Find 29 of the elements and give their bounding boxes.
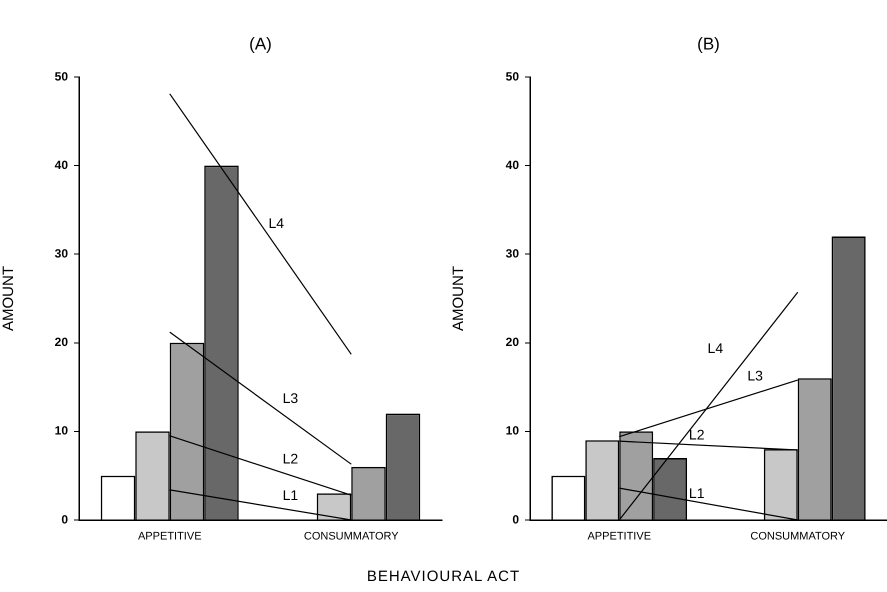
series-label: L3 [282, 390, 298, 406]
chart-title: (A) [249, 34, 272, 54]
series-label: L1 [688, 484, 705, 501]
x-tick-label: CONSUMMATORY [304, 530, 400, 543]
series-label: L4 [268, 214, 284, 231]
series-label: L1 [282, 486, 298, 503]
y-tick-label: 50 [506, 69, 520, 84]
y-tick-label: 30 [506, 246, 520, 261]
y-tick-label: 10 [506, 424, 520, 438]
x-axis-title: BEHAVIOURAL ACT [366, 568, 522, 585]
y-tick-label: 10 [54, 424, 68, 438]
series-label: L3 [747, 367, 764, 384]
series-label: L4 [708, 340, 724, 356]
y-tick-label: 40 [506, 158, 520, 172]
y-axis-title: AMOUNT [450, 266, 468, 331]
y-tick-label: 0 [512, 512, 520, 526]
y-tick-label: 20 [54, 335, 68, 350]
y-tick-label: 30 [54, 246, 68, 261]
y-tick-label: 0 [61, 512, 68, 526]
series-label: L2 [282, 450, 298, 466]
y-tick-label: 20 [506, 335, 520, 350]
x-tick-label: CONSUMMATORY [750, 530, 846, 543]
y-tick-label: 40 [54, 158, 68, 172]
chart-title: (B) [697, 34, 720, 54]
x-tick-label: APPETITIVE [138, 530, 202, 543]
x-tick-label: APPETITIVE [587, 530, 652, 543]
series-label: L2 [688, 426, 705, 442]
y-tick-label: 50 [54, 69, 68, 84]
y-axis-title: AMOUNT [0, 266, 18, 331]
